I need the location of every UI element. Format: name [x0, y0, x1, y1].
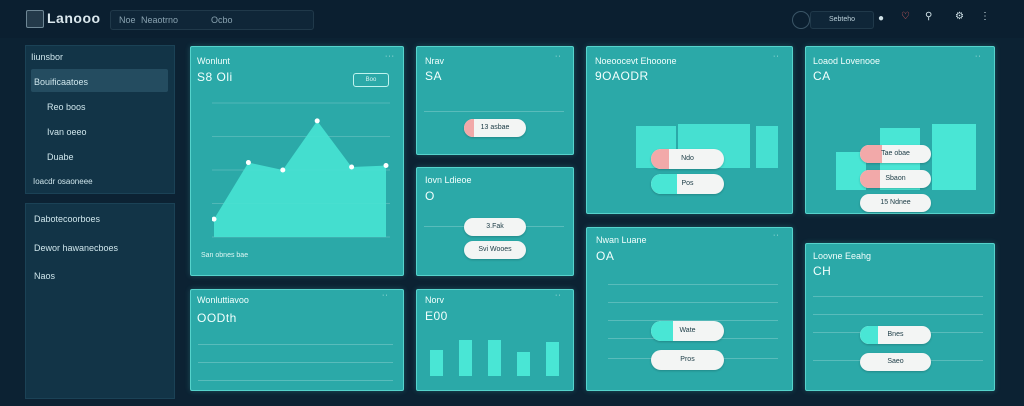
card4-value: CA — [813, 69, 831, 83]
card4-more-icon[interactable]: ·· — [975, 53, 982, 60]
settings-icon[interactable]: ⚙ — [955, 11, 964, 22]
card4-bar-3 — [932, 124, 976, 190]
sidebar-item2-0[interactable]: Dabotecoorboes — [34, 214, 101, 224]
card2-title: Nrav — [425, 56, 445, 66]
card8-pill1-accent — [651, 321, 673, 341]
card9-pill1-accent — [860, 326, 878, 344]
sidebar-item2-2[interactable]: Naos — [34, 271, 56, 281]
sidebar-secondary-panel — [25, 203, 175, 399]
card8-pill-2[interactable]: Pros — [651, 350, 724, 370]
sidebar-item-2[interactable]: Ivan oeeo — [47, 127, 87, 137]
card7-value: E00 — [425, 309, 448, 323]
search-text: Noe — [119, 15, 136, 25]
card9-title: Loovne Eeahg — [813, 251, 872, 261]
card8-title: Nwan Luane — [596, 235, 647, 245]
chart-point — [383, 163, 389, 169]
card1-button[interactable]: Boo — [353, 73, 389, 87]
card3-pill-2[interactable]: Pos — [651, 174, 724, 194]
card-6 — [190, 289, 404, 391]
card3-pill-1[interactable]: Ndo — [651, 149, 724, 169]
card9-value: CH — [813, 264, 832, 278]
card8-gridline-2 — [608, 302, 778, 303]
sidebar-footer[interactable]: Ioacdr osaoneee — [33, 177, 93, 186]
card7-bar-4 — [517, 352, 530, 376]
chart-point — [314, 118, 320, 124]
card7-bar-3 — [488, 340, 501, 376]
card6-row-line-1 — [198, 344, 393, 345]
card9-gridline-1 — [813, 296, 983, 297]
card5-pill-1[interactable]: 3.Fak — [464, 218, 526, 236]
card2-pill[interactable]: 13 asbae — [464, 119, 526, 137]
sidebar-item-3[interactable]: Duabe — [47, 152, 74, 162]
search-text-2: Neaotrno — [141, 15, 179, 25]
sidebar-item-active[interactable] — [31, 69, 168, 92]
sidebar-item2-1[interactable]: Dewor hawanecboes — [34, 243, 119, 253]
card8-gridline-1 — [608, 284, 778, 285]
card4-title: Loaod Lovenooe — [813, 56, 881, 66]
alert-icon[interactable]: ⚲ — [925, 11, 933, 22]
card9-gridline-2 — [813, 314, 983, 315]
card6-row-line-2 — [198, 362, 393, 363]
user-menu[interactable]: Sebteho — [810, 11, 874, 29]
chart-point — [349, 164, 355, 170]
card1-more-icon[interactable]: ··· — [385, 53, 395, 60]
card4-pill2-accent — [860, 170, 880, 188]
chart-point — [280, 167, 286, 173]
card3-pill2-accent — [651, 174, 677, 194]
card8-gridline-3 — [608, 320, 778, 321]
card1-footer: San obnes bae — [201, 252, 249, 259]
card8-more-icon[interactable]: ·· — [773, 232, 780, 239]
card2-gridline — [424, 111, 564, 112]
sidebar-item-0[interactable]: Bouificaatoes — [34, 77, 89, 87]
card6-more-icon[interactable]: ·· — [382, 292, 389, 299]
card8-pill-1[interactable]: Wate — [651, 321, 724, 341]
main-area-chart — [212, 102, 390, 238]
card9-pill-2[interactable]: Saeo — [860, 353, 931, 371]
card4-pill-1[interactable]: Tae obae — [860, 145, 931, 163]
card2-pill-accent — [464, 119, 474, 137]
card2-more-icon[interactable]: ·· — [555, 53, 562, 60]
notification-icon[interactable]: ♡ — [901, 11, 910, 22]
search-text-3: Ocbo — [211, 15, 233, 25]
sidebar-nav-panel — [25, 45, 175, 194]
status-dot-icon[interactable]: ● — [878, 13, 885, 24]
app-logo-icon — [26, 10, 44, 28]
card7-bar-5 — [546, 342, 559, 376]
card4-pill-3[interactable]: 15 Ndnee — [860, 194, 931, 212]
card5-value: O — [425, 189, 435, 203]
card7-bar-1 — [430, 350, 443, 376]
card3-pill1-accent — [651, 149, 669, 169]
card5-pill-2[interactable]: Svi Wooes — [464, 241, 526, 259]
sidebar-item-1[interactable]: Reo boos — [47, 102, 86, 112]
card7-more-icon[interactable]: ·· — [555, 292, 562, 299]
card2-value: SA — [425, 69, 443, 83]
user-avatar[interactable] — [792, 11, 810, 29]
card7-bar-2 — [459, 340, 472, 376]
card3-title: Noeoocevt Ehooone — [595, 56, 677, 66]
card6-value: OODth — [197, 311, 237, 325]
card1-value: S8 Oli — [197, 70, 233, 84]
app-title: Lanooo — [47, 10, 101, 26]
sidebar-section-title: Iiunsbor — [31, 52, 64, 62]
chart-point — [212, 216, 217, 222]
card9-pill-1[interactable]: Bnes — [860, 326, 931, 344]
card6-row-line-3 — [198, 380, 393, 381]
card7-title: Norv — [425, 295, 445, 305]
more-icon[interactable]: ⋮ — [980, 11, 990, 22]
card6-title: Wonluttiavoo — [197, 295, 249, 305]
card1-title: Wonlunt — [197, 56, 230, 66]
card4-pill1-accent — [860, 145, 882, 163]
chart-area-fill — [214, 120, 386, 237]
card3-bar-3 — [756, 126, 778, 168]
card3-more-icon[interactable]: ·· — [773, 53, 780, 60]
chart-point — [245, 160, 251, 166]
card3-value: 9OAODR — [595, 69, 649, 83]
search-input[interactable]: Noe Neaotrno Ocbo — [110, 10, 314, 30]
card5-title: Iovn Ldieoe — [425, 175, 472, 185]
card8-value: OA — [596, 249, 615, 263]
card4-pill-2[interactable]: Sbaon — [860, 170, 931, 188]
